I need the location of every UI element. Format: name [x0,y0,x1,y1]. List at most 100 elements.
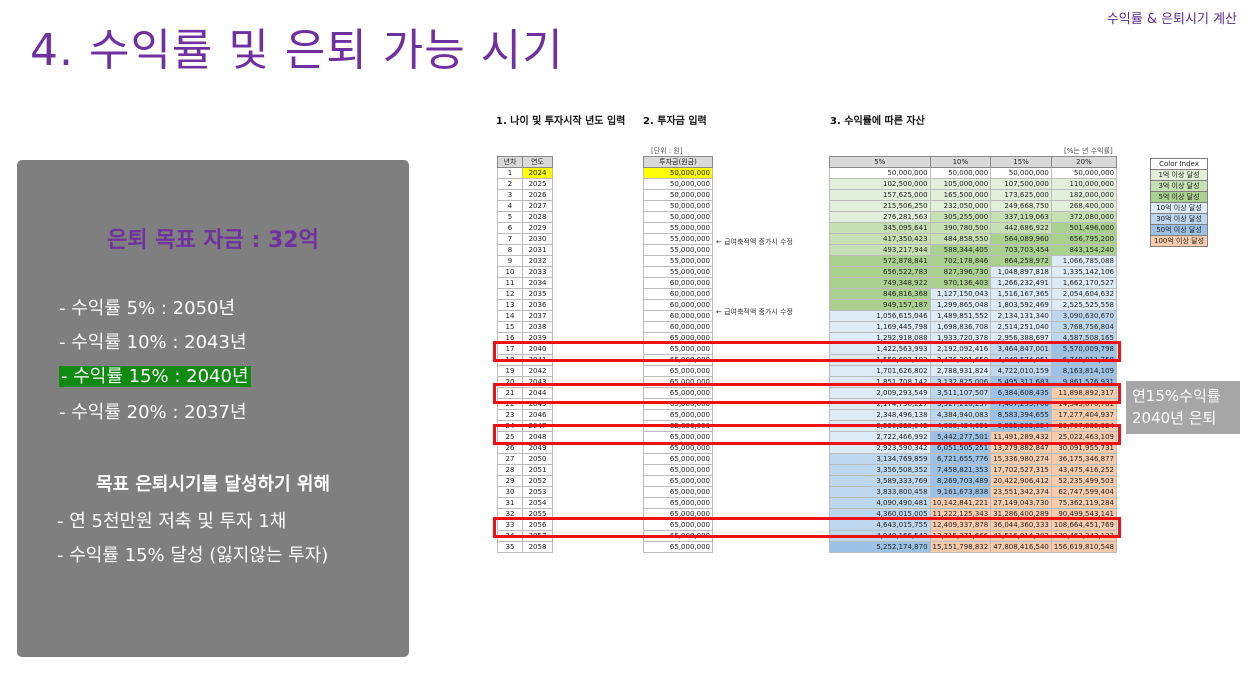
period-cell: 23 [497,409,523,421]
year-cell: 2038 [522,321,553,333]
year-cell: 2027 [522,200,553,212]
color-index-item: 3억 이상 달성 [1150,180,1208,192]
year-row: 1 2024 [497,167,553,179]
page-title: 4. 수익률 및 은퇴 가능 시기 [30,25,564,76]
year-cell: 2031 [522,244,553,256]
year-row: 4 2027 [497,200,553,212]
asset-cell: 390,780,500 [929,222,992,234]
asset-cell: 2,722,466,992 [829,431,931,443]
asset-row: 749,348,922 970,136,403 1,266,232,491 1,662… [829,277,1118,289]
period-cell: 14 [497,310,523,322]
investment-cell: 65,000,000 [643,541,713,553]
investment-row: 50,000,000 [643,178,713,190]
color-index-item: 100억 이상 달성 [1150,235,1208,247]
asset-row: 656,522,783 827,396,730 1,048,897,818 1,335… [829,266,1118,278]
asset-cell: 3,768,756,804 [1050,321,1118,333]
asset-cell: 10,142,841,221 [929,497,992,509]
asset-cell: 2,054,604,632 [1050,288,1118,300]
period-cell: 9 [497,255,523,267]
period-cell: 7 [497,233,523,245]
period-cell: 12 [497,288,523,300]
asset-cell: 417,350,423 [829,233,931,245]
asset-cell: 17,702,527,315 [990,464,1052,476]
asset-cell: 2,788,931,824 [929,365,992,377]
asset-cell: 1,127,150,043 [929,288,992,300]
investment-cell: 65,000,000 [643,409,713,421]
year-cell: 2034 [522,277,553,289]
asset-cell: 2,525,525,558 [1050,299,1118,311]
asset-row: 1,056,615,046 1,489,851,552 2,134,131,340 3… [829,310,1118,322]
investment-row: 65,000,000 [643,365,713,377]
plan-item-return: - 수익률 15% 달성 (잃지않는 투자) [57,545,329,566]
highlight-box-2040 [493,383,1121,404]
investment-row: 50,000,000 [643,200,713,212]
year-cell: 2029 [522,222,553,234]
year-cell: 2036 [522,299,553,311]
asset-cell: 1,516,167,365 [990,288,1052,300]
asset-cell: 157,625,000 [829,189,931,201]
col-header-10pct: 10% [929,156,992,168]
asset-cell: 232,050,000 [929,200,992,212]
asset-cell: 484,858,550 [929,233,992,245]
asset-cell: 4,722,010,159 [990,365,1052,377]
summary-panel: 은퇴 목표 자금 : 32억 - 수익률 5% : 2050년 - 수익률 10… [17,160,409,657]
asset-cell: 268,400,000 [1050,200,1118,212]
investment-cell: 50,000,000 [643,167,713,179]
investment-cell: 55,000,000 [643,222,713,234]
investment-row: 60,000,000 [643,310,713,322]
retirement-goal: 은퇴 목표 자금 : 32억 [107,228,319,253]
asset-cell: 23,551,342,374 [990,486,1052,498]
investment-row: 60,000,000 [643,288,713,300]
rate-line-5: - 수익률 5% : 2050년 [59,298,236,319]
asset-row: 949,157,187 1,299,865,048 1,803,592,469 2,5… [829,299,1118,311]
rate-line-10: - 수익률 10% : 2043년 [59,332,247,353]
col-header-investment: 투자금(원금) [643,156,713,168]
col-header-20pct: 20% [1050,156,1118,168]
investment-row: 65,000,000 [643,486,713,498]
year-cell: 2035 [522,288,553,300]
investment-row: 55,000,000 [643,233,713,245]
period-cell: 19 [497,365,523,377]
asset-cell: 4,090,490,481 [829,497,931,509]
asset-cell: 165,500,000 [929,189,992,201]
year-row: 30 2053 [497,486,553,498]
asset-cell: 4,384,940,083 [929,409,992,421]
investment-row: 50,000,000 [643,189,713,201]
asset-cell: 156,619,810,548 [1050,541,1118,553]
asset-cell: 1,335,142,106 [1050,266,1118,278]
year-cell: 2026 [522,189,553,201]
asset-row: 2,009,293,549 3,511,107,507 6,384,608,435 1… [829,387,1118,399]
plan-item-savings: - 연 5천만원 저축 및 투자 1채 [57,511,287,532]
asset-cell: 843,154,240 [1050,244,1118,256]
investment-cell: 55,000,000 [643,255,713,267]
asset-cell: 345,095,641 [829,222,931,234]
asset-cell: 588,344,405 [929,244,992,256]
investment-row: 55,000,000 [643,266,713,278]
investment-cell: 65,000,000 [643,365,713,377]
asset-cell: 62,747,599,404 [1050,486,1118,498]
asset-cell: 3,356,508,352 [829,464,931,476]
asset-row: 3,833,800,458 9,161,673,838 23,551,342,374… [829,486,1118,498]
asset-cell: 9,161,673,838 [929,486,992,498]
year-cell: 2046 [522,409,553,421]
asset-cell: 249,668,750 [990,200,1052,212]
rate-line-15-highlight: - 수익률 15% : 2040년 [59,366,251,387]
asset-cell: 2,134,131,340 [990,310,1052,322]
highlight-box-2037 [493,341,1121,362]
investment-cell: 50,000,000 [643,211,713,223]
asset-cell: 864,258,972 [990,255,1052,267]
asset-row: 157,625,000 165,500,000 173,625,000 182,000… [829,189,1118,201]
section-age-year-heading: 1. 나이 및 투자시작 년도 입력 [496,116,626,127]
year-row: 19 2042 [497,365,553,377]
section-investment-heading: 2. 투자금 입력 [643,116,707,127]
asset-row: 50,000,000 50,000,000 50,000,000 50,000,000 [829,167,1118,179]
asset-cell: 47,808,416,540 [990,541,1052,553]
asset-cell: 75,362,119,284 [1050,497,1118,509]
color-index-item: 10억 이상 달성 [1150,202,1208,214]
asset-cell: 572,878,841 [829,255,931,267]
year-row: 6 2029 [497,222,553,234]
year-cell: 2053 [522,486,553,498]
asset-row: 1,169,445,798 1,698,836,708 2,514,251,040 3… [829,321,1118,333]
asset-cell: 7,458,821,353 [929,464,992,476]
asset-row: 2,348,496,138 4,384,940,083 8,583,394,655 1… [829,409,1118,421]
